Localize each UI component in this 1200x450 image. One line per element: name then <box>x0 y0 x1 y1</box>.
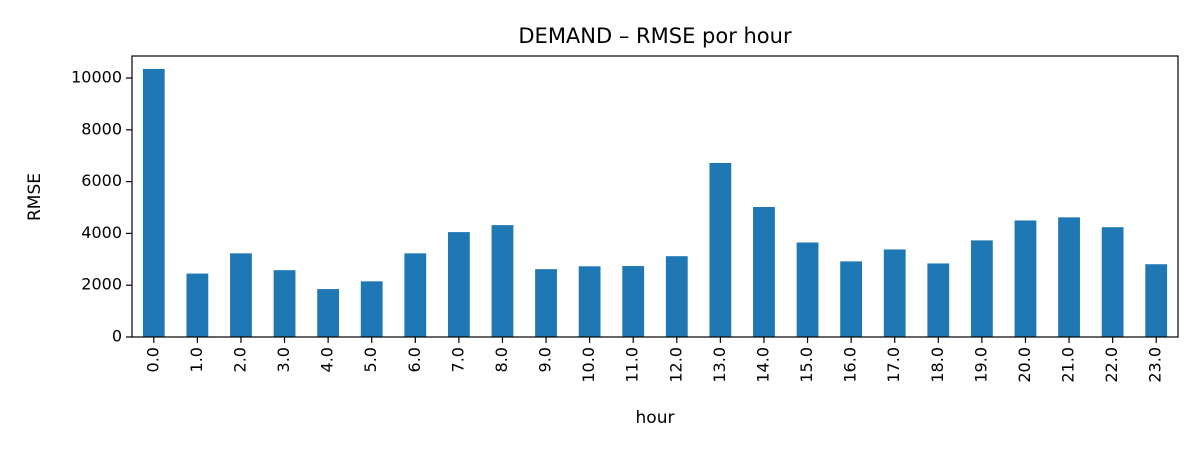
x-tick-label: 19.0 <box>971 347 990 383</box>
bar-hour-9.0 <box>535 269 557 337</box>
x-axis-label: hour <box>636 408 675 428</box>
x-tick-label: 6.0 <box>405 347 424 372</box>
bar-hour-4.0 <box>317 289 340 337</box>
bar-series <box>142 68 1168 337</box>
x-tick-label: 4.0 <box>318 347 337 372</box>
x-tick-label: 0.0 <box>143 347 162 372</box>
bar-hour-5.0 <box>360 281 383 337</box>
y-tick-label: 6000 <box>81 171 122 190</box>
y-tick-label: 0 <box>112 327 122 346</box>
x-tick-label: 18.0 <box>928 347 947 383</box>
bar-hour-10.0 <box>578 266 601 337</box>
bar-hour-23.0 <box>1145 264 1168 337</box>
bar-hour-17.0 <box>883 249 906 337</box>
chart-title: DEMAND – RMSE por hour <box>518 24 792 48</box>
x-tick-label: 10.0 <box>579 347 598 383</box>
x-tick-label: 9.0 <box>536 347 555 372</box>
bar-hour-6.0 <box>404 253 427 337</box>
y-tick-label: 2000 <box>81 275 122 294</box>
x-tick-label: 16.0 <box>841 347 860 383</box>
y-tick-label: 8000 <box>81 119 122 138</box>
bar-hour-12.0 <box>665 256 688 337</box>
y-axis-label: RMSE <box>25 173 45 221</box>
x-tick-label: 20.0 <box>1015 347 1034 383</box>
bar-hour-15.0 <box>796 242 819 337</box>
y-tick-label: 4000 <box>81 223 122 242</box>
x-tick-label: 3.0 <box>274 347 293 372</box>
x-axis: 0.0 1.0 2.0 3.0 4.0 5.0 6.0 7.0 8.0 9.0 10.0 11.0 12… <box>143 337 1165 383</box>
bar-hour-11.0 <box>622 266 645 337</box>
bar-hour-7.0 <box>447 232 470 337</box>
x-tick-label: 5.0 <box>361 347 380 372</box>
bar-hour-2.0 <box>230 253 252 337</box>
x-tick-label: 17.0 <box>884 347 903 383</box>
bar-hour-19.0 <box>970 240 993 337</box>
x-tick-label: 8.0 <box>492 347 511 372</box>
bar-hour-16.0 <box>840 261 863 337</box>
bar-hour-0.0 <box>142 68 165 337</box>
x-tick-label: 1.0 <box>187 347 206 372</box>
bar-hour-14.0 <box>753 206 775 337</box>
bar-hour-21.0 <box>1058 217 1080 337</box>
x-tick-label: 2.0 <box>230 347 249 372</box>
x-tick-label: 23.0 <box>1146 347 1165 383</box>
bar-hour-3.0 <box>273 270 296 337</box>
plot-frame <box>131 55 1179 338</box>
y-tick-label: 10000 <box>71 68 122 87</box>
bar-hour-22.0 <box>1101 227 1124 337</box>
x-tick-label: 15.0 <box>797 347 816 383</box>
x-tick-label: 21.0 <box>1059 347 1078 383</box>
bar-hour-8.0 <box>491 225 514 337</box>
bar-hour-1.0 <box>186 273 209 337</box>
x-tick-label: 12.0 <box>666 347 685 383</box>
x-tick-label: 11.0 <box>623 347 642 383</box>
x-tick-label: 13.0 <box>710 347 729 383</box>
bar-hour-18.0 <box>927 263 950 337</box>
bar-hour-13.0 <box>709 162 732 337</box>
bar-hour-20.0 <box>1014 220 1037 337</box>
y-axis: 0 2000 4000 6000 8000 10000 <box>71 68 132 346</box>
x-tick-label: 22.0 <box>1102 347 1121 383</box>
x-tick-label: 14.0 <box>753 347 772 383</box>
x-tick-label: 7.0 <box>448 347 467 372</box>
